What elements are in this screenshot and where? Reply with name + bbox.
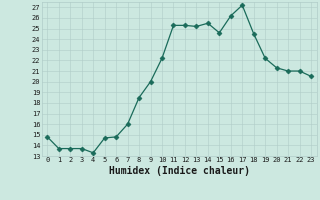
X-axis label: Humidex (Indice chaleur): Humidex (Indice chaleur) (109, 166, 250, 176)
